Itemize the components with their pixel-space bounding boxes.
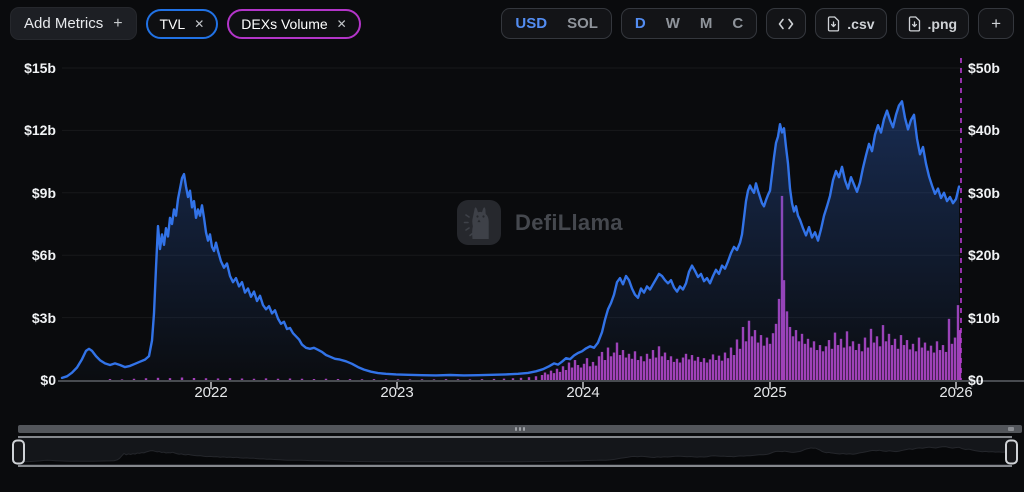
embed-button[interactable]: [766, 8, 807, 39]
download-csv-button[interactable]: .csv: [815, 8, 887, 39]
currency-option-usd[interactable]: USD: [515, 15, 548, 32]
right-axis-tick: $40b: [968, 122, 1000, 138]
watermark: DefiLlama: [456, 199, 623, 246]
toolbar: Add Metrics + TVL ✕ DEXs Volume ✕ USD SO…: [0, 0, 1024, 42]
right-axis-tick: $50b: [968, 60, 1000, 76]
left-axis-tick: $6b: [31, 247, 56, 263]
metric-pill-dexs-volume[interactable]: DEXs Volume ✕: [227, 8, 361, 39]
currency-option-sol[interactable]: SOL: [567, 15, 598, 32]
metric-pill-label: DEXs Volume: [241, 15, 328, 32]
watermark-text: DefiLlama: [515, 209, 623, 235]
add-metrics-button[interactable]: Add Metrics +: [10, 7, 137, 40]
metric-pill-label: TVL: [159, 15, 186, 32]
x-axis-tick: 2024: [566, 384, 600, 401]
png-label: .png: [927, 15, 958, 32]
file-download-icon: [908, 15, 920, 32]
code-embed-icon: [778, 18, 794, 29]
left-axis-tick: $12b: [24, 122, 56, 138]
left-axis-tick: $0: [40, 372, 56, 388]
timeline-brush[interactable]: [12, 436, 1018, 467]
add-chart-button[interactable]: +: [978, 8, 1014, 39]
plus-icon: +: [113, 14, 123, 32]
horizontal-scrollbar[interactable]: [18, 425, 1022, 433]
x-axis-tick: 2026: [939, 384, 973, 401]
csv-label: .csv: [847, 15, 875, 32]
right-axis-tick: $10b: [968, 310, 1000, 326]
currency-toggle: USD SOL: [501, 8, 612, 39]
right-axis-tick: $0: [968, 372, 984, 388]
interval-option-cumulative[interactable]: C: [732, 15, 744, 32]
close-icon[interactable]: ✕: [194, 16, 205, 31]
left-axis-tick: $9b: [31, 185, 56, 201]
interval-option-daily[interactable]: D: [634, 15, 646, 32]
metrics-group: Add Metrics + TVL ✕ DEXs Volume ✕: [10, 7, 361, 40]
brush-handle-left[interactable]: [12, 439, 25, 464]
interval-toggle: D W M C: [620, 8, 758, 39]
x-axis-tick: 2023: [380, 384, 414, 401]
left-axis-tick: $15b: [24, 60, 56, 76]
interval-option-monthly[interactable]: M: [699, 15, 713, 32]
download-png-button[interactable]: .png: [895, 8, 970, 39]
close-icon[interactable]: ✕: [336, 16, 347, 31]
x-axis-tick: 2022: [194, 384, 228, 401]
brush-handle-right[interactable]: [1005, 439, 1018, 464]
chart-controls-group: USD SOL D W M C .csv .: [501, 8, 1014, 39]
right-axis-tick: $30b: [968, 185, 1000, 201]
file-download-icon: [828, 15, 840, 32]
scrollbar-grip-icon[interactable]: [515, 427, 525, 431]
interval-option-weekly[interactable]: W: [665, 15, 680, 32]
x-axis-tick: 2025: [753, 384, 787, 401]
add-metrics-label: Add Metrics: [24, 15, 104, 32]
right-axis-tick: $20b: [968, 247, 1000, 263]
plus-icon: +: [991, 13, 1001, 33]
defillama-logo-icon: [457, 200, 501, 245]
left-axis-tick: $3b: [31, 310, 56, 326]
scrollbar-endcap: [1008, 427, 1014, 431]
metric-pill-tvl[interactable]: TVL ✕: [145, 8, 219, 39]
